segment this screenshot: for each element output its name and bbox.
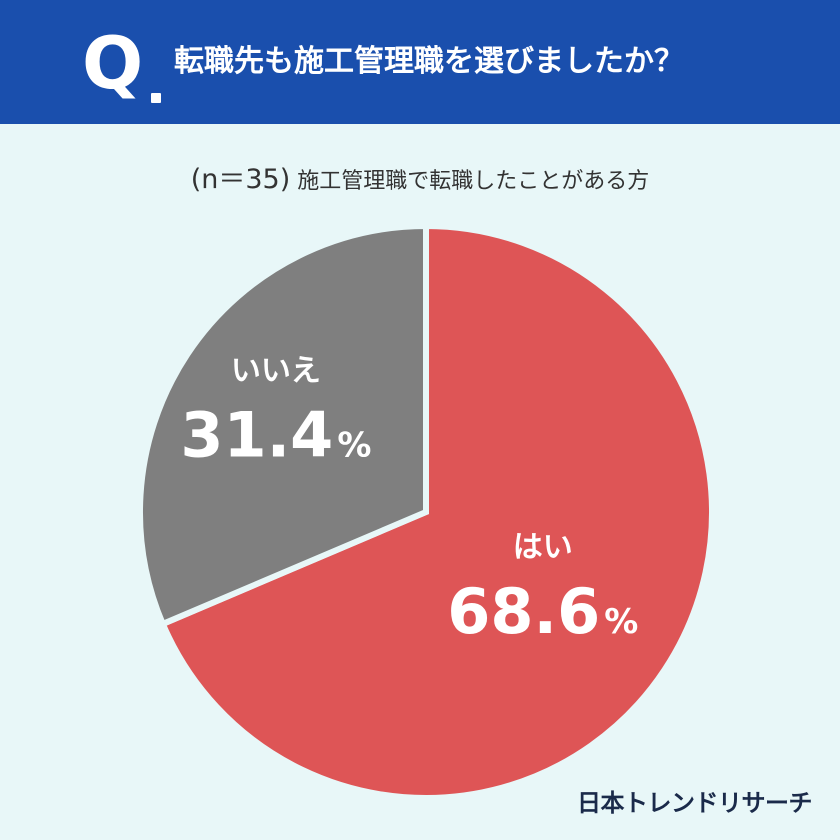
question-header: Q 転職先も施工管理職を選びましたか？ xyxy=(0,0,840,124)
sample-size: (n＝35) xyxy=(190,164,291,195)
q-mark: Q xyxy=(82,21,144,105)
label-no: いいえ xyxy=(231,354,321,389)
brand-logo: 日本トレンドリサーチ xyxy=(577,789,813,817)
chart-subtitle: (n＝35) 施工管理職で転職したことがある方 xyxy=(0,163,840,199)
value-no: 31.4% xyxy=(180,399,371,472)
question-text: 転職先も施工管理職を選びましたか？ xyxy=(174,44,684,79)
respondent-description: 施工管理職で転職したことがある方 xyxy=(297,169,650,194)
q-dot xyxy=(151,93,161,103)
value-yes: 68.6% xyxy=(447,575,638,648)
slice-yes xyxy=(158,222,715,801)
slice-no xyxy=(137,222,429,628)
label-yes: はい xyxy=(513,530,573,565)
